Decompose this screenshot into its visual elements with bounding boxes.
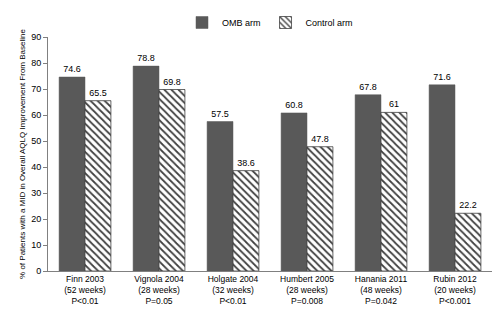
svg-text:% of Patients with a MID in Ov: % of Patients with a MID in Overall AQLQ… — [18, 29, 27, 279]
svg-text:Vignola 2004(28 weeks)P=0.05: Vignola 2004(28 weeks)P=0.05 — [134, 274, 184, 306]
svg-text:60.8: 60.8 — [285, 100, 303, 110]
svg-text:38.6: 38.6 — [237, 158, 255, 168]
svg-text:Humbert 2005(28 weeks)P=0.008: Humbert 2005(28 weeks)P=0.008 — [280, 274, 334, 306]
svg-text:74.6: 74.6 — [63, 64, 81, 74]
svg-text:50: 50 — [31, 136, 41, 146]
svg-text:OMB arm: OMB arm — [222, 18, 261, 28]
svg-text:Finn 2003(52 weeks)P<0.01: Finn 2003(52 weeks)P<0.01 — [64, 274, 106, 306]
svg-text:70: 70 — [31, 84, 41, 94]
svg-text:47.8: 47.8 — [311, 134, 329, 144]
svg-text:57.5: 57.5 — [211, 109, 229, 119]
svg-text:61: 61 — [389, 99, 399, 109]
svg-text:71.6: 71.6 — [433, 72, 451, 82]
svg-text:Holgate 2004(32 weeks)P<0.01: Holgate 2004(32 weeks)P<0.01 — [208, 274, 259, 306]
svg-text:Control arm: Control arm — [306, 18, 353, 28]
svg-text:20: 20 — [31, 214, 41, 224]
svg-text:Rubin 2012(20 weeks)P<0.001: Rubin 2012(20 weeks)P<0.001 — [433, 274, 477, 306]
svg-text:30: 30 — [31, 188, 41, 198]
svg-text:0: 0 — [36, 266, 41, 276]
svg-text:80: 80 — [31, 58, 41, 68]
svg-text:60: 60 — [31, 110, 41, 120]
svg-text:40: 40 — [31, 162, 41, 172]
svg-text:10: 10 — [31, 240, 41, 250]
svg-text:78.8: 78.8 — [137, 53, 155, 63]
svg-text:Hanania 2011(48 weeks)P=0.042: Hanania 2011(48 weeks)P=0.042 — [355, 274, 408, 306]
svg-text:67.8: 67.8 — [359, 82, 377, 92]
svg-text:65.5: 65.5 — [89, 88, 107, 98]
svg-text:90: 90 — [31, 32, 41, 42]
svg-text:22.2: 22.2 — [459, 200, 477, 210]
svg-text:69.8: 69.8 — [163, 77, 181, 87]
